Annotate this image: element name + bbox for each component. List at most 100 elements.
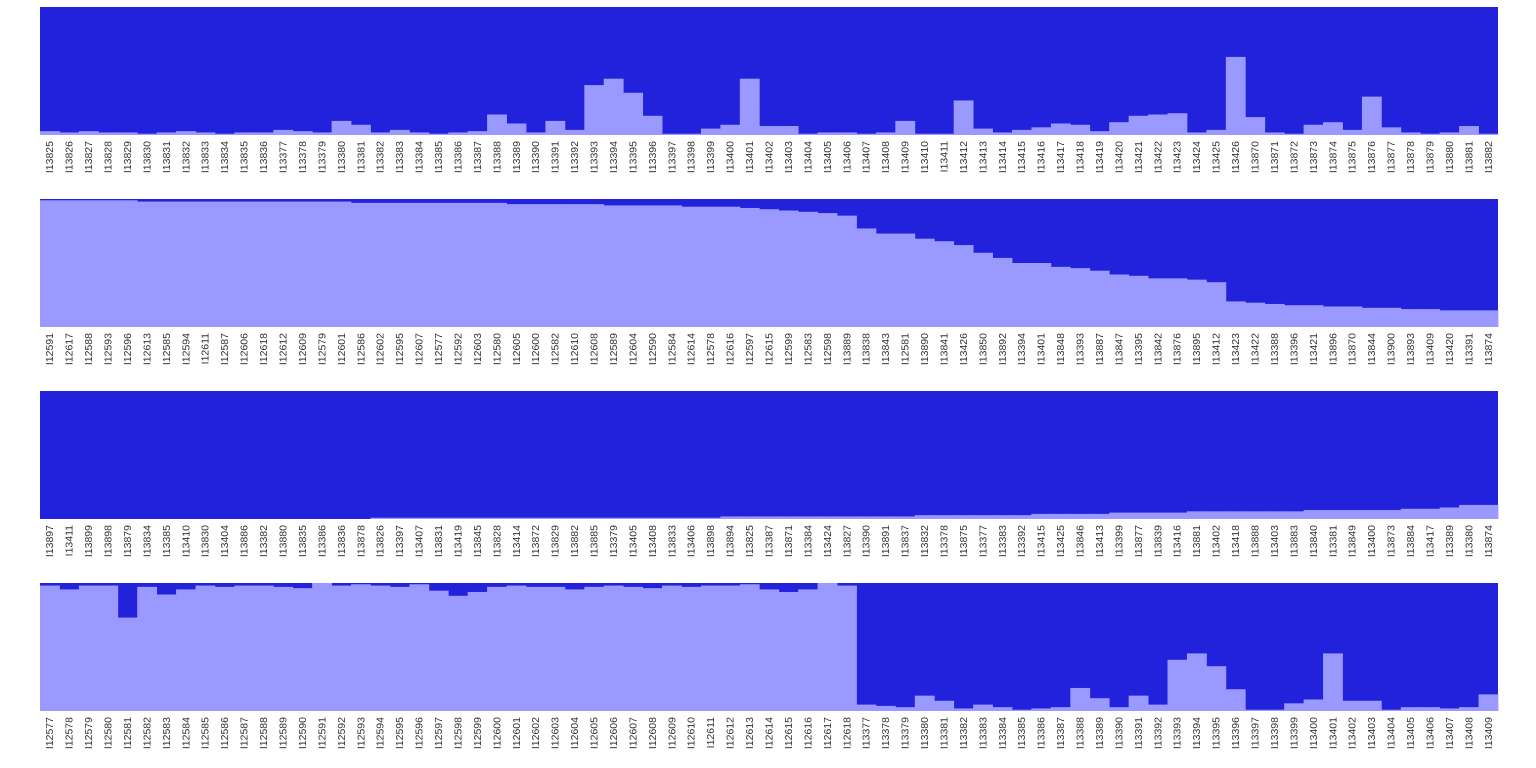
tick-label: I12608 [589,333,601,365]
bar-I13393 [1167,659,1188,711]
tick-label: I12607 [414,333,426,365]
bar-I13421 [1303,305,1324,327]
bar-I13873 [1303,124,1324,135]
tick-label: I13378 [880,717,892,749]
tick-label: I13416 [1172,525,1184,557]
bar-I13875 [953,515,974,519]
tick-label: I13425 [1055,525,1067,557]
tick-label: I12602 [375,333,387,365]
bar-I13881 [1186,511,1207,519]
tick-label: I12611 [200,333,212,364]
tick-label: I12580 [491,333,503,365]
tick-label: I13415 [1036,525,1048,557]
bar-I13828 [98,132,119,135]
bar-I13386 [448,132,469,135]
bar-I13407 [856,133,877,135]
tick-label: I13408 [880,141,892,173]
bar-I13379 [312,132,332,135]
tick-label: I13830 [200,525,212,557]
tick-label: I12601 [336,333,348,365]
bar-I13405 [817,132,838,135]
bar-I13826 [59,132,80,135]
bar-I13880 [1439,132,1460,135]
bar-I13390 [526,132,546,135]
bar-I13832 [914,515,935,519]
bar-I13883 [1284,511,1304,519]
tick-label: I13379 [316,141,328,173]
tick-label: I13878 [355,525,367,557]
tick-label: I13399 [1113,525,1125,557]
tick-label: I13401 [1327,717,1339,749]
tick-label: I13891 [880,525,892,557]
tick-label: I13389 [511,141,523,173]
tick-label: I12610 [569,333,581,365]
tick-label: I12599 [783,333,795,365]
bar-I13407 [409,517,430,519]
tick-label: I13384 [802,525,814,557]
bar-I13425 [1050,513,1071,519]
tick-label: I13874 [1327,141,1339,173]
bar-I13894 [720,516,741,519]
tick-label: I13404 [802,141,814,173]
tick-label: I13880 [278,525,290,557]
tick-label: I13423 [1230,333,1242,365]
bar-I12596 [117,200,138,327]
tick-label: I13877 [1133,525,1145,557]
tick-label: I13833 [666,525,678,557]
tick-label: I12577 [44,717,56,749]
tick-label: I13377 [977,525,989,557]
bar-I13416 [1031,127,1052,135]
bar-I13831 [428,517,449,519]
tick-label: I13882 [569,525,581,557]
bar-I13414 [506,517,527,519]
bar-I13834 [214,133,235,135]
tick-label: I12593 [355,717,367,749]
tick-label: I12610 [686,717,698,749]
tick-label: I13895 [1191,333,1203,365]
bar-I13387 [467,131,488,135]
bar-I13396 [642,115,663,135]
bar-I13395 [623,92,644,135]
bar-I12592 [448,202,469,327]
bar-I13380 [914,695,935,711]
tick-label: I13423 [1172,141,1184,173]
tick-label: I13392 [1016,525,1028,557]
bar-I12617 [59,200,80,327]
bar-I12587 [214,201,235,327]
bar-I13384 [798,516,818,519]
tick-label: I13404 [219,525,231,557]
bar-I13879 [1420,133,1441,135]
tick-label: I13405 [822,141,834,173]
tick-label: I13389 [1444,525,1456,557]
bar-I13836 [253,132,274,135]
tick-label: I13418 [1230,525,1242,557]
tick-label: I12582 [141,717,153,749]
bar-I12613 [739,584,760,711]
tick-label: I13414 [997,141,1009,173]
tick-label: I13879 [1424,141,1436,173]
tick-label: I12605 [589,717,601,749]
tick-label: I13426 [958,333,970,365]
bar-I12599 [778,210,799,327]
bar-I12597 [739,207,760,327]
tick-label: I12605 [511,333,523,365]
bar-I13382 [953,708,974,711]
bar-I13378 [934,515,955,519]
tick-label: I13397 [666,141,678,173]
tick-label: I13850 [977,333,989,365]
tick-label: I13405 [1405,717,1417,749]
bar-I12589 [273,586,294,711]
tick-label: I13400 [725,141,737,173]
bar-I12591 [312,583,332,711]
bar-I13401 [739,78,760,135]
bar-I13898 [700,517,721,519]
tick-label: I13388 [1075,717,1087,749]
tick-label: I13900 [1386,333,1398,365]
bar-I13401 [1323,653,1343,711]
tick-label: I13393 [1172,717,1184,749]
tick-label: I13844 [1366,333,1378,365]
tick-label: I12587 [239,717,251,749]
bar-I13378 [875,705,896,711]
bar-I12600 [487,586,507,711]
bar-I13874 [1478,504,1499,519]
